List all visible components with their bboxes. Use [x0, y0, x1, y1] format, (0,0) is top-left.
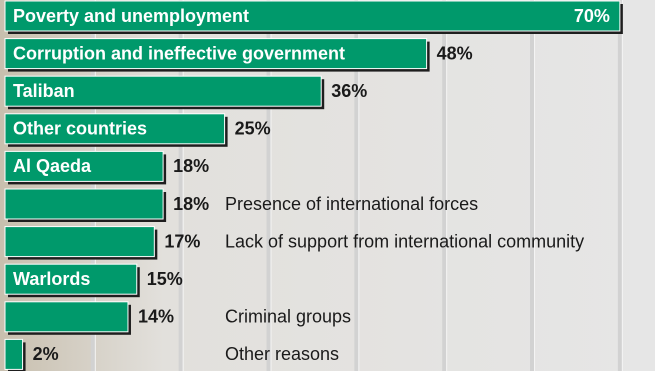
bar [4, 75, 322, 107]
category-label: Presence of international forces [225, 194, 478, 214]
bar [4, 150, 164, 182]
value-label: 18% [173, 156, 209, 176]
bar [4, 338, 24, 370]
category-label: Warlords [13, 269, 90, 289]
category-label: Corruption and ineffective government [13, 43, 345, 63]
bar [4, 113, 226, 145]
value-label: 17% [164, 231, 200, 251]
value-label: 15% [147, 269, 183, 289]
value-label: 48% [437, 43, 473, 63]
value-label: 25% [235, 119, 271, 139]
value-label: 70% [574, 6, 610, 26]
grid-line [266, 0, 271, 371]
bar [4, 226, 155, 258]
category-label: Taliban [13, 81, 75, 101]
value-label: 14% [138, 307, 174, 327]
category-label: Other countries [13, 119, 147, 139]
grid-line [178, 0, 183, 371]
bar [4, 263, 138, 295]
category-label: Lack of support from international commu… [225, 231, 584, 251]
bar [4, 0, 621, 32]
bar [4, 301, 129, 333]
value-label: 36% [331, 81, 367, 101]
value-label: 18% [173, 194, 209, 214]
category-label: Criminal groups [225, 307, 351, 327]
bar [4, 38, 428, 70]
category-label: Poverty and unemployment [13, 6, 249, 26]
category-label: Al Qaeda [13, 156, 92, 176]
grid-line [530, 0, 535, 371]
grid-line [617, 0, 622, 371]
grid-line [442, 0, 447, 371]
category-label: Other reasons [225, 344, 339, 364]
value-label: 2% [33, 344, 59, 364]
grid-line [354, 0, 359, 371]
bar [4, 188, 164, 220]
grid-line [90, 0, 95, 371]
